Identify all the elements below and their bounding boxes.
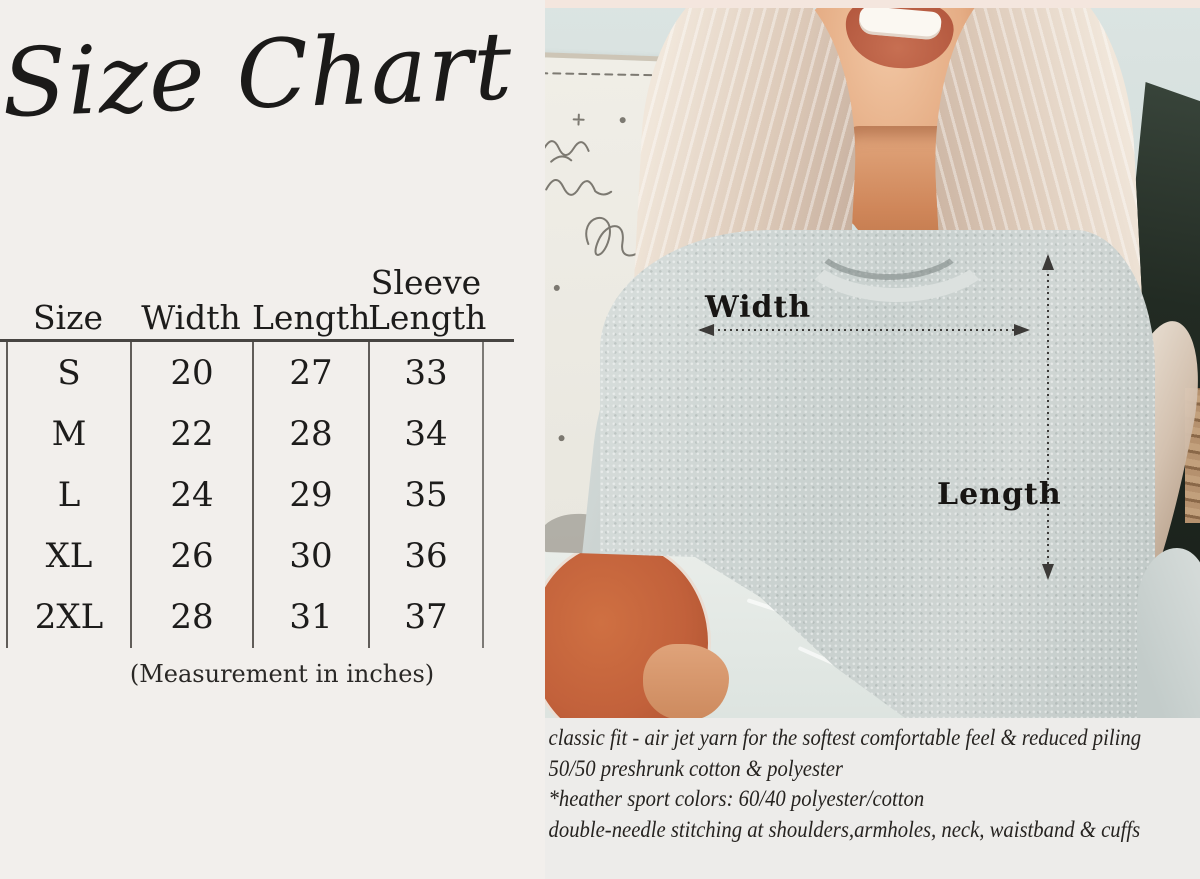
table-cell: 35: [368, 464, 484, 526]
column-header-sleeve-length: Sleeve Length: [368, 263, 487, 337]
table-cell: 24: [130, 464, 252, 526]
model-hand: [643, 644, 729, 718]
table-cell: 37: [368, 586, 484, 648]
measurement-unit-note: (Measurement in inches): [129, 660, 435, 688]
product-details: classic fit - air jet yarn for the softe…: [545, 718, 1200, 879]
table-cell: 29: [252, 464, 368, 526]
table-cell: 22: [130, 403, 252, 465]
table-cell: 27: [252, 342, 368, 404]
table-cell: L: [6, 464, 130, 526]
detail-line: 50/50 preshrunk cotton & polyester: [548, 755, 843, 782]
table-cell: XL: [6, 525, 130, 587]
column-header-width: Width: [141, 297, 241, 337]
photo-top-strip: [545, 0, 1200, 8]
size-table: S 20 27 33 M 22 28 34 L 24 29 35 XL 26 3…: [6, 342, 484, 648]
measurement-arrows: [698, 254, 1054, 580]
table-cell: S: [6, 342, 130, 404]
table-cell: 36: [368, 525, 484, 587]
table-cell: M: [6, 403, 130, 465]
product-photo: Width Length: [545, 0, 1200, 718]
detail-line: classic fit - air jet yarn for the softe…: [548, 725, 1142, 751]
table-cell: 2XL: [6, 586, 130, 648]
length-annotation-label: Length: [937, 477, 1062, 512]
page-title: Size Chart: [0, 12, 515, 139]
table-header-divider: [0, 339, 514, 342]
table-cell: 26: [130, 525, 252, 587]
table-cell: 20: [130, 342, 252, 404]
detail-line: *heather sport colors: 60/40 polyester/c…: [548, 786, 925, 812]
table-cell: 30: [252, 525, 368, 587]
table-cell: 33: [368, 342, 484, 404]
detail-line: double-needle stitching at shoulders,arm…: [548, 816, 1141, 843]
table-cell: 28: [130, 586, 252, 648]
column-header-length: Length: [252, 297, 371, 337]
table-cell: 34: [368, 403, 484, 465]
table-cell: 28: [252, 403, 368, 465]
table-cell: 31: [252, 586, 368, 648]
sweatshirt-right-sleeve: [1137, 548, 1200, 718]
sweatshirt-collar-seam: [807, 190, 971, 280]
size-chart-panel: Size Chart Size Width Length Sleeve Leng…: [0, 0, 545, 879]
table-header-row: Size Width Length Sleeve Length: [6, 250, 487, 340]
column-header-size: Size: [32, 297, 104, 337]
width-annotation-label: Width: [705, 290, 812, 325]
